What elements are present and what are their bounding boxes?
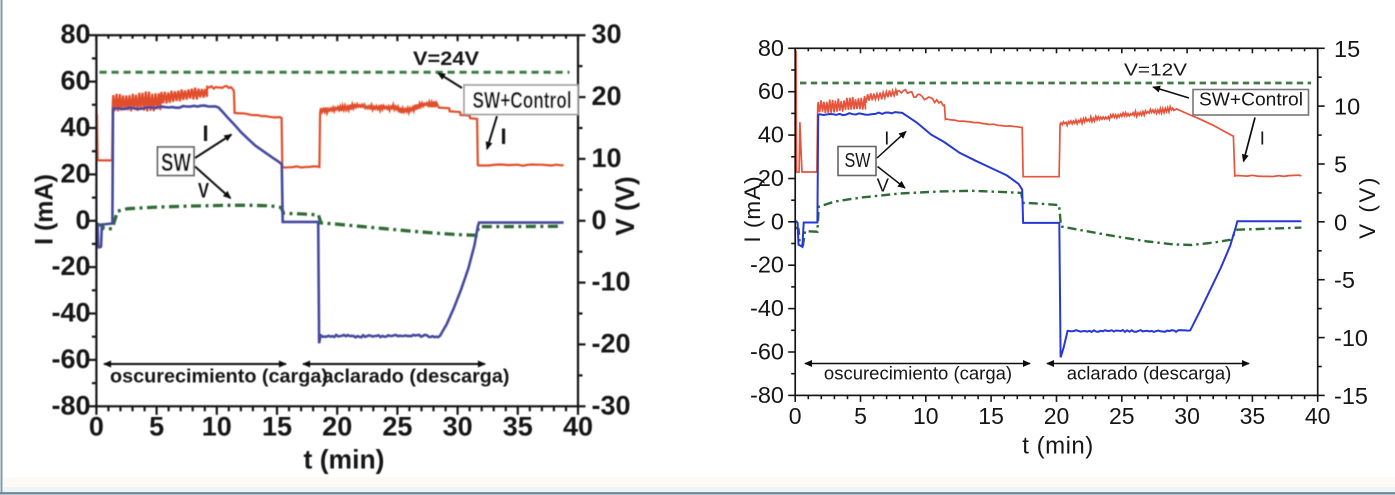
svg-text:30: 30 — [443, 412, 473, 442]
svg-text:25: 25 — [1109, 403, 1135, 429]
svg-text:V (V): V (V) — [1355, 175, 1380, 239]
svg-text:0: 0 — [592, 205, 607, 235]
svg-text:I: I — [884, 128, 889, 149]
svg-text:oscurecimiento (carga): oscurecimiento (carga) — [824, 363, 1012, 384]
svg-text:-20: -20 — [51, 251, 90, 281]
svg-text:SW: SW — [161, 149, 191, 177]
svg-text:I (mA): I (mA) — [31, 174, 59, 245]
svg-text:-40: -40 — [750, 295, 784, 321]
svg-text:-30: -30 — [592, 390, 631, 420]
svg-text:t (min): t (min) — [304, 445, 385, 475]
svg-text:10: 10 — [1334, 94, 1360, 120]
svg-text:20: 20 — [1044, 403, 1070, 429]
svg-text:0: 0 — [1334, 209, 1347, 235]
svg-text:V=12V: V=12V — [1124, 60, 1187, 80]
svg-text:V: V — [877, 175, 890, 196]
svg-text:V: V — [198, 180, 209, 203]
svg-text:-80: -80 — [51, 390, 90, 420]
svg-text:SW+Control: SW+Control — [473, 87, 572, 113]
svg-text:15: 15 — [1334, 36, 1360, 62]
svg-text:SW: SW — [845, 150, 871, 172]
svg-text:-60: -60 — [51, 344, 90, 374]
svg-text:-80: -80 — [750, 382, 784, 408]
svg-text:I (mA): I (mA) — [740, 175, 765, 242]
svg-text:aclarado (descarga): aclarado (descarga) — [1067, 363, 1232, 384]
svg-text:-20: -20 — [750, 252, 784, 278]
svg-text:I: I — [1260, 128, 1265, 149]
svg-text:15: 15 — [262, 412, 292, 442]
svg-text:40: 40 — [563, 412, 593, 442]
svg-text:40: 40 — [758, 122, 784, 148]
svg-text:30: 30 — [1174, 403, 1200, 429]
svg-text:-15: -15 — [1334, 383, 1368, 409]
svg-text:60: 60 — [758, 78, 784, 104]
svg-text:80: 80 — [60, 19, 90, 49]
svg-text:SW+Control: SW+Control — [1199, 89, 1303, 110]
svg-text:-60: -60 — [750, 339, 784, 365]
svg-text:-40: -40 — [51, 298, 90, 328]
svg-text:-20: -20 — [592, 328, 631, 358]
svg-text:I: I — [202, 121, 208, 146]
svg-text:t (min): t (min) — [1022, 433, 1094, 460]
svg-text:5: 5 — [1334, 152, 1347, 178]
svg-text:-5: -5 — [1334, 267, 1355, 293]
svg-text:10: 10 — [202, 412, 232, 442]
svg-text:0: 0 — [771, 208, 784, 234]
svg-text:40: 40 — [60, 112, 90, 142]
svg-text:60: 60 — [60, 66, 90, 96]
svg-text:20: 20 — [60, 158, 90, 188]
svg-text:80: 80 — [758, 35, 784, 61]
svg-text:20: 20 — [592, 81, 622, 111]
svg-text:oscurecimiento (carga): oscurecimiento (carga) — [110, 366, 328, 388]
svg-text:40: 40 — [1305, 403, 1331, 429]
svg-text:I: I — [500, 124, 506, 149]
svg-text:V=24V: V=24V — [413, 48, 479, 70]
svg-text:20: 20 — [322, 412, 352, 442]
svg-text:35: 35 — [503, 412, 533, 442]
svg-text:V (V): V (V) — [610, 176, 640, 235]
svg-text:-10: -10 — [1334, 325, 1368, 351]
svg-text:15: 15 — [978, 403, 1004, 429]
svg-text:aclarado (descarga): aclarado (descarga) — [323, 366, 510, 388]
svg-text:10: 10 — [592, 143, 622, 173]
svg-text:25: 25 — [382, 412, 412, 442]
svg-text:5: 5 — [149, 412, 164, 442]
svg-text:10: 10 — [913, 403, 939, 429]
svg-text:30: 30 — [592, 19, 622, 49]
svg-text:-10: -10 — [592, 267, 631, 297]
svg-text:0: 0 — [789, 403, 802, 429]
svg-text:0: 0 — [75, 205, 90, 235]
svg-text:35: 35 — [1240, 403, 1266, 429]
svg-text:20: 20 — [758, 165, 784, 191]
svg-text:0: 0 — [89, 412, 104, 442]
svg-text:5: 5 — [854, 403, 867, 429]
